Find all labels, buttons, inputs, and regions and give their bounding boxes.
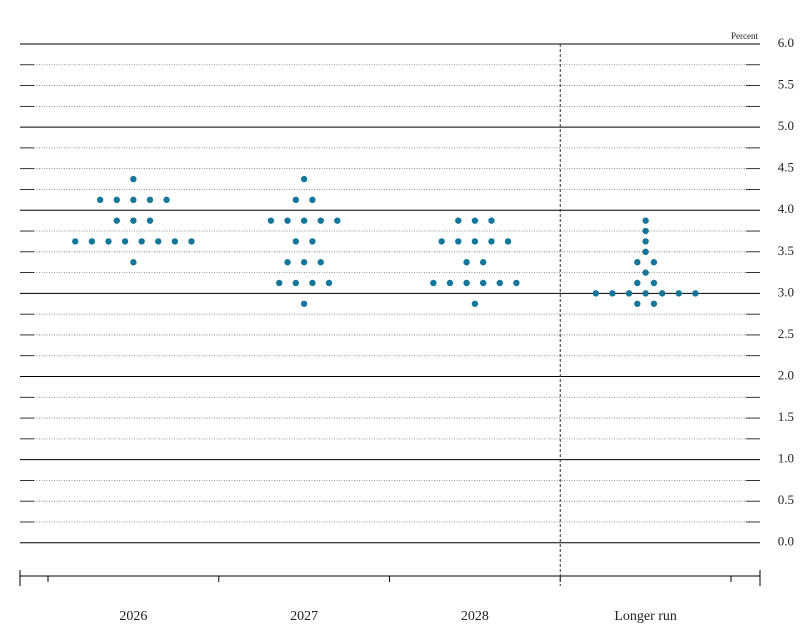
dot [634, 300, 641, 307]
y-tick-label: 1.0 [778, 451, 794, 466]
dot [72, 238, 79, 245]
y-tick-label: 3.0 [778, 284, 794, 299]
dot [146, 196, 154, 204]
dot [146, 217, 154, 224]
y-tick-label: 3.5 [778, 243, 794, 258]
y-tick-label: 4.0 [778, 201, 794, 216]
x-tick-label: 2026 [119, 609, 147, 624]
dot [430, 279, 437, 287]
dot [292, 279, 300, 287]
unit-label: Percent [731, 31, 758, 41]
dot [334, 217, 341, 224]
dot [650, 279, 658, 287]
dot [496, 279, 503, 287]
dot [300, 300, 308, 307]
y-tick-label: 0.0 [778, 534, 794, 549]
dot [642, 290, 649, 297]
dot [163, 196, 170, 204]
dot [488, 217, 495, 224]
dot [276, 279, 283, 287]
dot [130, 175, 137, 183]
dot [650, 259, 658, 266]
dot [438, 238, 445, 245]
y-tick-label: 1.5 [778, 409, 794, 424]
dot [642, 248, 649, 256]
dot [317, 259, 324, 266]
x-tick-label: Longer run [614, 609, 677, 624]
dot [455, 238, 462, 245]
y-tick-label: 5.5 [778, 77, 794, 92]
dot [650, 300, 658, 307]
dot [292, 196, 300, 204]
dot [642, 238, 649, 245]
dot [642, 227, 649, 235]
dot [592, 290, 600, 297]
dot [479, 259, 487, 266]
dot [642, 269, 649, 276]
y-tick-label: 2.5 [778, 326, 794, 341]
dot [675, 290, 683, 297]
x-tick-label: 2028 [461, 609, 489, 624]
dot [325, 279, 333, 287]
dot [284, 259, 291, 266]
dot [105, 238, 112, 245]
dot [634, 279, 641, 287]
dot [188, 238, 195, 245]
dot [113, 217, 120, 224]
dot [455, 217, 462, 224]
dot [504, 238, 512, 245]
dot [471, 300, 479, 307]
y-tick-label: 0.5 [778, 492, 794, 507]
dot [309, 196, 316, 204]
dot [300, 259, 308, 266]
dot [634, 259, 641, 266]
dot [130, 196, 137, 204]
y-tick-label: 2.0 [778, 367, 794, 382]
dot [138, 238, 145, 245]
dot [446, 279, 454, 287]
dot [463, 279, 470, 287]
dot [292, 238, 300, 245]
dot [471, 217, 479, 224]
dot [317, 217, 324, 224]
y-tick-label: 5.0 [778, 118, 794, 133]
dot [309, 238, 316, 245]
x-tick-label: 2027 [290, 609, 318, 624]
dot [88, 238, 96, 245]
dot [309, 279, 316, 287]
dot [659, 290, 666, 297]
dot [130, 259, 137, 266]
dot [96, 196, 104, 204]
dot [284, 217, 291, 224]
dot [479, 279, 487, 287]
dot [300, 175, 308, 183]
y-tick-label: 6.0 [778, 35, 794, 50]
dot [513, 279, 520, 287]
dot [609, 290, 616, 297]
dot [692, 290, 699, 297]
dot [171, 238, 179, 245]
dot [300, 217, 308, 224]
y-tick-label: 4.5 [778, 160, 794, 175]
dot [113, 196, 120, 204]
dot [488, 238, 495, 245]
dot [121, 238, 129, 245]
dot [130, 217, 137, 224]
dot [463, 259, 470, 266]
dot [267, 217, 275, 224]
dot [625, 290, 633, 297]
dot [642, 217, 649, 224]
dot [155, 238, 162, 245]
dot [471, 238, 479, 245]
